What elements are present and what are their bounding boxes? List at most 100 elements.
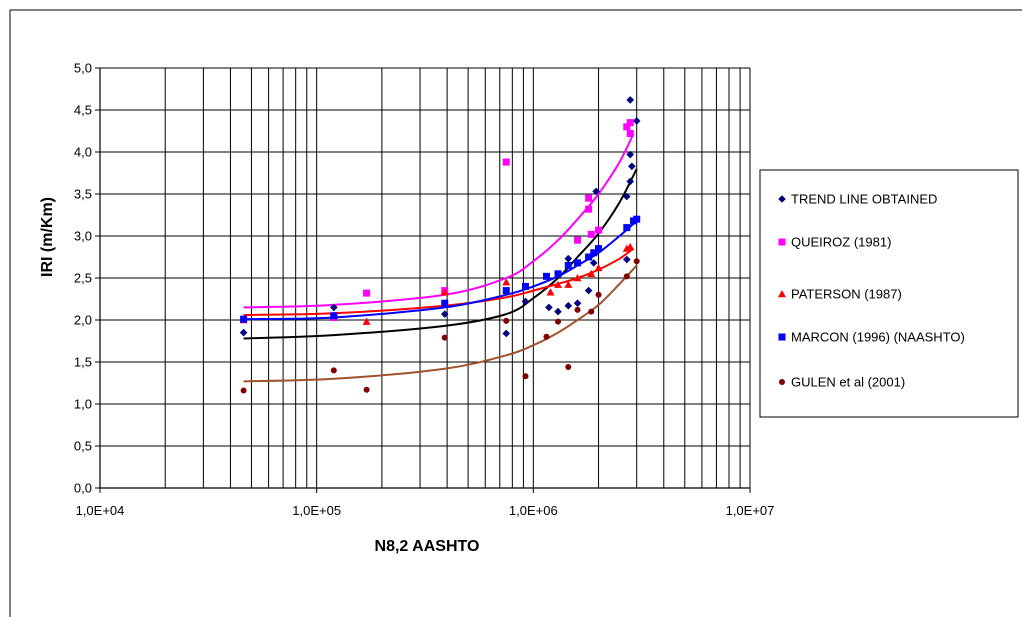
data-point <box>590 249 598 257</box>
y-tick-label: 4,5 <box>74 103 92 118</box>
data-point <box>554 280 563 288</box>
data-point <box>585 253 593 261</box>
data-point <box>554 270 562 278</box>
data-point <box>363 386 370 393</box>
legend-label: MARCON (1996) (NAASHTO) <box>791 330 965 345</box>
data-point <box>587 269 596 277</box>
legend-marker <box>779 379 785 385</box>
legend-marker <box>778 238 786 246</box>
data-point <box>521 297 530 306</box>
data-point <box>584 286 593 295</box>
data-point <box>626 130 634 138</box>
data-point <box>573 274 582 282</box>
data-point <box>240 315 248 323</box>
data-point <box>594 263 603 272</box>
data-point <box>574 259 582 267</box>
data-point <box>592 187 600 196</box>
x-tick-labels: 1,0E+04 1,0E+05 1,0E+06 1,0E+07 <box>76 503 775 518</box>
data-point <box>564 301 573 310</box>
data-point <box>595 245 603 253</box>
data-point <box>240 387 247 394</box>
data-point <box>626 242 635 251</box>
data-point <box>595 291 602 298</box>
y-axis-title: IRI (m/Km) <box>39 197 56 277</box>
data-point <box>362 317 371 325</box>
data-point <box>626 150 635 159</box>
y-tick-label: 1,0 <box>74 397 92 412</box>
data-point <box>628 162 636 171</box>
legend-marker <box>778 290 786 298</box>
data-point <box>632 117 641 125</box>
axes <box>95 67 751 493</box>
legend-label: GULEN et al (2001) <box>791 375 905 390</box>
trend-lines <box>243 133 638 383</box>
data-point <box>542 272 550 280</box>
data-point <box>330 367 337 374</box>
legend-label: QUEIROZ (1981) <box>791 235 891 250</box>
data-point <box>574 236 582 244</box>
data-point <box>633 258 640 265</box>
legend-marker <box>778 333 786 341</box>
data-point <box>440 310 449 318</box>
data-point <box>595 226 603 234</box>
y-tick-label: 4,0 <box>74 145 92 160</box>
data-point <box>546 288 555 296</box>
y-tick-label: 5,0 <box>74 61 92 76</box>
data-point <box>622 255 631 264</box>
data-point <box>623 224 631 232</box>
y-tick-labels: 0,0 0,5 1,0 1,5 2,0 2,5 3,0 3,5 4,0 4,5 5,0 <box>74 61 92 496</box>
x-tick-label: 1,0E+06 <box>509 503 558 518</box>
y-tick-label: 0,5 <box>74 439 92 454</box>
data-point <box>502 278 511 286</box>
y-tick-label: 1,5 <box>74 355 92 370</box>
data-point <box>543 333 550 340</box>
data-point <box>441 334 448 341</box>
y-tick-label: 0,0 <box>74 481 92 496</box>
y-tick-label: 3,0 <box>74 229 92 244</box>
data-point <box>502 329 511 338</box>
data-point <box>626 177 635 186</box>
data-point <box>330 312 338 320</box>
trend-line <box>243 264 638 383</box>
data-point <box>554 307 562 316</box>
data-point <box>585 205 593 213</box>
data-point <box>503 317 510 324</box>
data-point <box>587 230 595 238</box>
data-point <box>573 299 582 307</box>
data-point <box>623 123 631 131</box>
data-point <box>502 287 510 295</box>
data-point <box>589 259 598 267</box>
y-tick-label: 2,5 <box>74 271 92 286</box>
data-point <box>588 308 595 315</box>
data-point <box>555 318 562 325</box>
legend-label: PATERSON (1987) <box>791 287 902 302</box>
data-point <box>545 303 553 312</box>
legend: TREND LINE OBTAINED QUEIROZ (1981) PATERSO… <box>759 169 1019 418</box>
data-point <box>441 299 449 307</box>
data-point <box>623 273 630 280</box>
data-point <box>574 306 581 313</box>
x-axis-title: N8,2 AASHTO <box>375 538 480 555</box>
x-tick-label: 1,0E+04 <box>76 503 125 518</box>
legend-marker <box>778 195 786 203</box>
trend-line <box>243 247 635 316</box>
data-point <box>626 96 635 104</box>
x-tick-label: 1,0E+07 <box>726 503 775 518</box>
trend-line <box>243 168 638 340</box>
data-point <box>626 119 634 127</box>
data-point <box>502 158 510 166</box>
data-point <box>521 282 529 290</box>
legend-box <box>759 169 1019 418</box>
data-point <box>585 194 593 202</box>
data-points <box>239 96 641 394</box>
data-point <box>564 254 573 263</box>
y-tick-label: 3,5 <box>74 187 92 202</box>
data-point <box>564 261 572 269</box>
data-point <box>440 288 449 296</box>
legend-label: TREND LINE OBTAINED <box>791 192 937 207</box>
y-tick-label: 2,0 <box>74 313 92 328</box>
data-point <box>363 289 371 297</box>
data-point <box>565 364 572 371</box>
data-point <box>633 215 641 223</box>
